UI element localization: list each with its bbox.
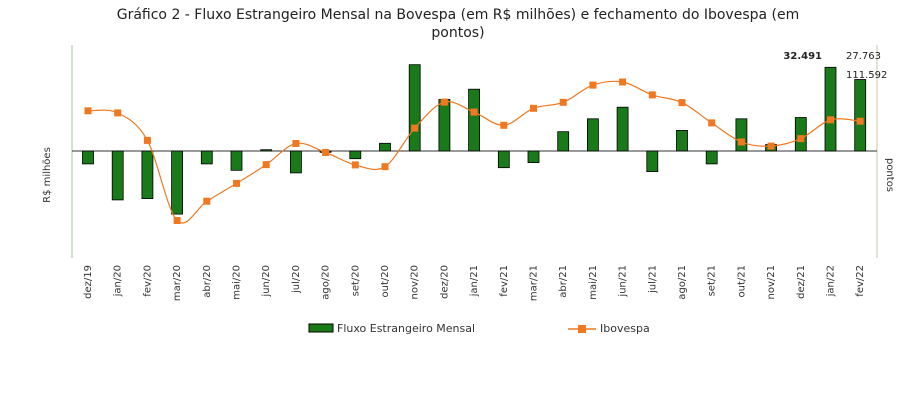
ibovespa-point-jan-22 — [827, 116, 834, 124]
x-tick-dez-20: dez/20 — [439, 265, 450, 299]
x-tick-jan-21: jan/21 — [469, 265, 480, 297]
flux-bar-abr-20 — [200, 150, 213, 165]
x-tick-mar-21: mar/21 — [529, 265, 540, 301]
x-tick-ago-21: ago/21 — [677, 265, 688, 300]
ibovespa-point-set-20 — [351, 161, 359, 169]
x-tick-out-20: out/20 — [380, 265, 391, 297]
x-tick-set-21: set/21 — [707, 265, 718, 296]
flux-bar-set-20 — [349, 150, 362, 160]
ibovespa-point-mar-20 — [173, 217, 181, 224]
ibovespa-point-jul-21 — [648, 91, 656, 99]
flux-bar-fev-21 — [497, 150, 510, 169]
ibovespa-point-mar-21 — [530, 104, 537, 112]
ibovespa-point-mai-21 — [589, 81, 597, 89]
annotation-flux-feb22: 27.763 — [846, 51, 881, 62]
x-tick-mai-21: mai/21 — [588, 265, 599, 300]
x-tick-fev-22: fev/22 — [855, 265, 866, 297]
flux-bar-out-21 — [735, 118, 748, 152]
x-tick-jun-20: jun/20 — [261, 265, 272, 298]
flux-bar-mar-21 — [527, 150, 540, 164]
x-tick-jun-21: jun/21 — [618, 265, 629, 298]
x-tick-mar-20: mar/20 — [172, 265, 183, 301]
ibovespa-point-fev-22 — [856, 117, 864, 125]
x-tick-abr-21: abr/21 — [558, 265, 569, 298]
ibovespa-point-ago-21 — [678, 99, 686, 107]
legend-flux-label: Fluxo Estrangeiro Mensal — [337, 322, 475, 335]
legend-ibov-label: Ibovespa — [600, 322, 650, 335]
ibovespa-point-jun-21 — [619, 78, 627, 86]
y-axis-right-label: pontos — [884, 158, 895, 192]
x-tick-mai-20: mai/20 — [232, 265, 243, 300]
ibovespa-point-mai-20 — [233, 179, 240, 187]
flux-bar-jun-20 — [260, 149, 273, 152]
ibovespa-point-abr-20 — [203, 197, 211, 205]
flux-bar-mar-20 — [171, 150, 184, 215]
ibovespa-point-out-21 — [737, 138, 745, 146]
legend: Fluxo Estrangeiro Mensal Ibovespa — [308, 322, 650, 335]
y-axis-left-label: R$ milhões — [42, 147, 53, 203]
x-tick-fev-20: fev/20 — [142, 265, 153, 297]
x-tick-jul-20: jul/20 — [291, 265, 302, 294]
x-tick-jan-20: jan/20 — [113, 265, 124, 297]
ibovespa-point-abr-21 — [559, 98, 567, 106]
x-tick-nov-20: nov/20 — [410, 265, 421, 299]
annotation-flux-jan22: 32.491 — [783, 51, 822, 62]
ibovespa-point-set-21 — [708, 119, 716, 127]
ibovespa-point-dez-20 — [440, 98, 448, 106]
ibovespa-point-ago-20 — [322, 149, 330, 156]
x-tick-nov-21: nov/21 — [766, 265, 777, 299]
ibovespa-point-fev-20 — [143, 136, 151, 144]
flux-bar-mai-21 — [587, 118, 599, 152]
flux-bar-abr-21 — [557, 131, 570, 152]
x-tick-jan-22: jan/22 — [826, 265, 837, 297]
ibovespa-point-dez-21 — [797, 135, 805, 143]
flux-bar-mai-20 — [230, 150, 243, 171]
ibovespa-point-dez-19 — [84, 107, 92, 115]
flux-bar-out-20 — [379, 142, 391, 152]
x-tick-dez-19: dez/19 — [83, 265, 94, 299]
chart-title-line1: Gráfico 2 - Fluxo Estrangeiro Mensal na … — [117, 7, 800, 23]
flux-bar-jul-20 — [289, 150, 302, 174]
ibovespa-point-fev-21 — [500, 121, 508, 129]
flux-bar-ago-21 — [676, 129, 688, 152]
x-tick-jul-21: jul/21 — [647, 265, 658, 294]
flux-bar-jan-20 — [111, 150, 124, 201]
flux-bar-fev-20 — [141, 150, 154, 199]
flux-bar-dez-20 — [438, 99, 451, 152]
chart-title-line2: pontos) — [431, 25, 484, 41]
x-tick-dez-21: dez/21 — [796, 265, 807, 299]
x-tick-set-20: set/20 — [350, 265, 361, 296]
flux-bar-jan-22 — [824, 66, 837, 152]
flux-bar-nov-20 — [408, 64, 421, 152]
flux-bar-set-21 — [705, 150, 718, 165]
x-tick-abr-20: abr/20 — [202, 265, 213, 298]
ibovespa-point-nov-20 — [411, 124, 419, 132]
flux-bar-dez-21 — [794, 117, 807, 152]
flux-bar-dez-19 — [82, 150, 94, 165]
x-tick-labels: dez/19 jan/20 fev/20 mar/20 abr/20 mai/20 jun/… — [83, 265, 866, 301]
ibovespa-point-jun-20 — [262, 161, 270, 169]
flux-bar-jul-21 — [646, 150, 659, 173]
legend-ibov-marker — [578, 325, 586, 333]
flux-bar-jan-21 — [468, 88, 481, 152]
ibovespa-point-nov-21 — [767, 142, 775, 150]
ibovespa-point-out-20 — [381, 163, 389, 171]
ibovespa-point-jul-20 — [292, 140, 300, 147]
legend-flux-swatch — [308, 323, 334, 333]
flux-bars — [82, 64, 867, 215]
ibovespa-markers — [84, 78, 864, 224]
x-tick-ago-20: ago/20 — [321, 265, 332, 300]
flux-bar-jun-21 — [616, 106, 629, 152]
flux-bar-fev-22 — [854, 79, 867, 152]
annotation-ibov-feb22: 111.592 — [846, 70, 887, 81]
x-tick-fev-21: fev/21 — [499, 265, 510, 297]
ibovespa-point-jan-20 — [114, 109, 122, 117]
x-tick-out-21: out/21 — [736, 265, 747, 297]
ibovespa-point-jan-21 — [470, 108, 478, 116]
